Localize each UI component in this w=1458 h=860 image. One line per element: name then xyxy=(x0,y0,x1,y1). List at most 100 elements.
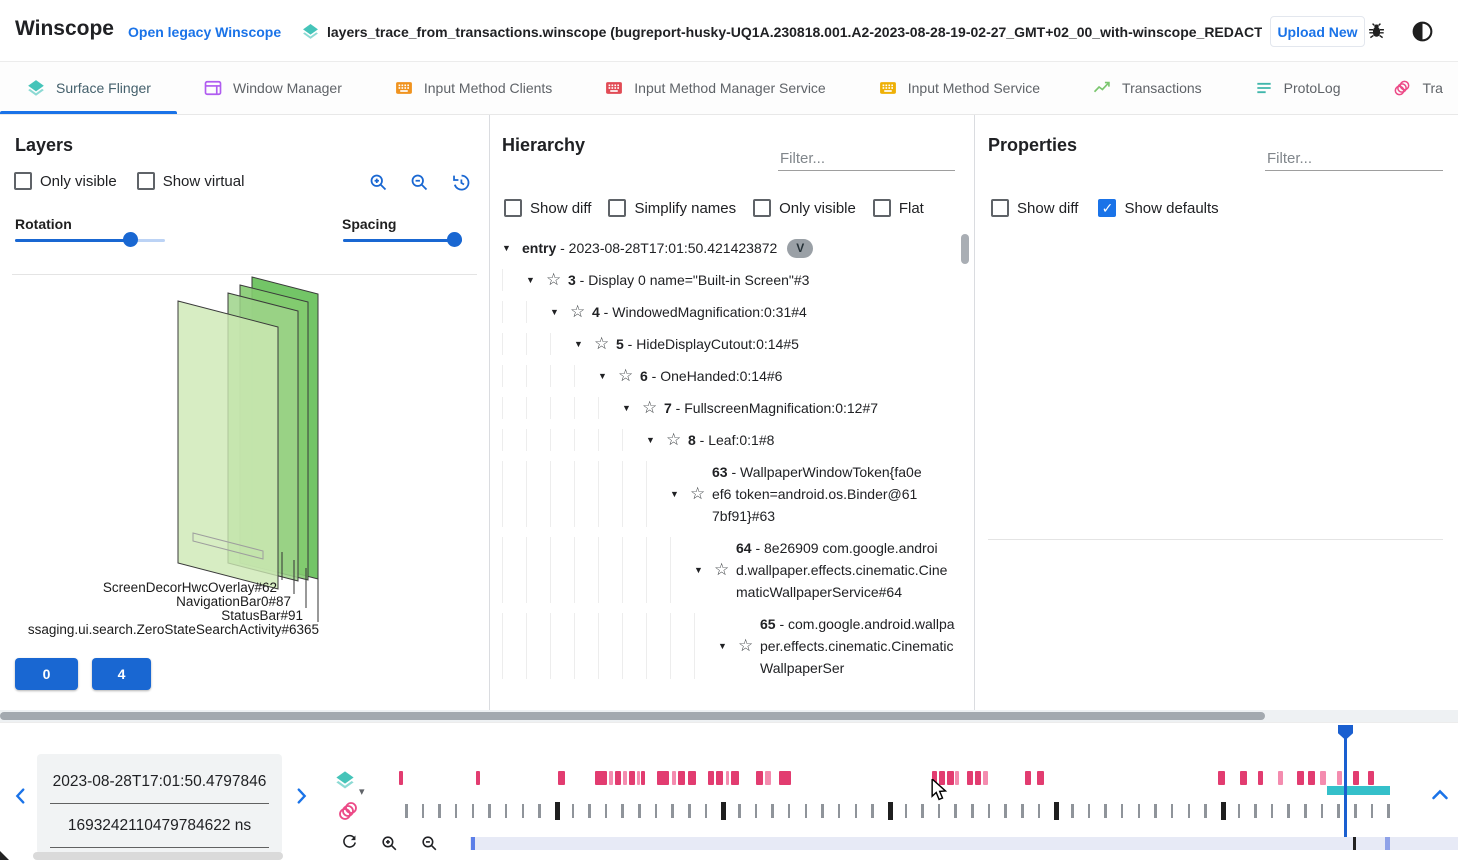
caret-down-icon[interactable]: ▾ xyxy=(359,786,365,798)
expand-arrow-icon[interactable]: ▼ xyxy=(646,435,655,445)
tree-node-63[interactable]: ▼ ☆ 63 - WallpaperWindowToken{fa0eef6 toke… xyxy=(502,456,956,532)
tree-node-entry[interactable]: ▼ entry - 2023-08-28T17:01:50.421423872 V xyxy=(502,232,956,264)
tree-node-8[interactable]: ▼ ☆ 8 - Leaf:0:1#8 xyxy=(502,424,956,456)
checkbox-show-virtual[interactable]: Show virtual xyxy=(136,172,244,190)
star-icon[interactable]: ☆ xyxy=(618,366,634,385)
ns-time-field[interactable]: 1693242110479784622 ns xyxy=(50,804,269,848)
star-icon[interactable]: ☆ xyxy=(714,560,730,579)
star-icon[interactable]: ☆ xyxy=(738,636,754,655)
transaction-mark xyxy=(1297,771,1304,785)
upload-new-button[interactable]: Upload New xyxy=(1270,16,1365,47)
checkbox-simplify-names[interactable]: Simplify names xyxy=(608,199,736,217)
star-icon[interactable]: ☆ xyxy=(570,302,586,321)
layers-icon[interactable] xyxy=(334,769,356,796)
tab-window-manager[interactable]: Window Manager xyxy=(177,62,368,114)
checkbox-box[interactable] xyxy=(991,199,1009,217)
zoom-in-icon[interactable] xyxy=(380,834,399,853)
zoom-out-icon[interactable] xyxy=(420,834,439,858)
expand-arrow-icon[interactable]: ▼ xyxy=(550,307,559,317)
expand-arrow-icon[interactable]: ▼ xyxy=(574,339,583,349)
expand-arrow-icon[interactable]: ▼ xyxy=(718,641,727,651)
open-legacy-link[interactable]: Open legacy Winscope xyxy=(128,24,282,40)
star-icon[interactable]: ☆ xyxy=(594,334,610,353)
cursor-handle[interactable] xyxy=(1338,725,1353,740)
tree-node-6[interactable]: ▼ ☆ 6 - OneHanded:0:14#6 xyxy=(502,360,956,392)
layers-icon[interactable] xyxy=(334,769,356,791)
zoom-in-icon[interactable] xyxy=(380,834,399,858)
checkbox-box[interactable] xyxy=(504,199,522,217)
tab-label: Surface Flinger xyxy=(56,80,151,96)
selection-range[interactable] xyxy=(1327,786,1390,795)
circles-icon[interactable] xyxy=(336,799,360,823)
tree-node-4[interactable]: ▼ ☆ 4 - WindowedMagnification:0:31#4 xyxy=(502,296,956,328)
checkbox-show-diff[interactable]: Show diff xyxy=(504,199,591,217)
star-icon[interactable]: ☆ xyxy=(666,430,682,449)
expand-arrow-icon[interactable]: ▼ xyxy=(502,243,511,253)
tree-node-3[interactable]: ▼ ☆ 3 - Display 0 name="Built-in Screen"#3 xyxy=(502,264,956,296)
display-button-0[interactable]: 0 xyxy=(15,658,78,690)
tree-node-65[interactable]: ▼ ☆ 65 - com.google.android.wallpaper.effe… xyxy=(502,608,956,684)
chevron-left-icon[interactable] xyxy=(10,785,32,807)
star-icon[interactable]: ☆ xyxy=(690,484,706,503)
star-icon[interactable]: ☆ xyxy=(546,270,562,289)
tree-node-5[interactable]: ▼ ☆ 5 - HideDisplayCutout:0:14#5 xyxy=(502,328,956,360)
checkbox-box[interactable] xyxy=(753,199,772,217)
bug-report-icon[interactable] xyxy=(1366,21,1387,47)
chevron-up-icon[interactable] xyxy=(1428,783,1452,812)
zoom-in-icon[interactable] xyxy=(368,172,389,193)
tab-transactions[interactable]: Transactions xyxy=(1066,62,1228,114)
expand-arrow-icon[interactable]: ▼ xyxy=(526,275,535,285)
hierarchy-filter-input[interactable] xyxy=(778,147,955,171)
checkbox-box[interactable]: ✓ xyxy=(1098,199,1117,217)
spacing-label: Spacing xyxy=(342,216,397,232)
slider-thumb[interactable] xyxy=(123,232,138,247)
tab-surface-flinger[interactable]: Surface Flinger xyxy=(0,62,177,114)
tab-protolog[interactable]: ProtoLog xyxy=(1228,62,1367,114)
expand-arrow-icon[interactable]: ▼ xyxy=(622,403,631,413)
star-icon[interactable]: ☆ xyxy=(642,398,658,417)
refresh-icon[interactable] xyxy=(340,833,359,852)
spacing-slider[interactable] xyxy=(343,232,462,248)
rotation-slider[interactable] xyxy=(15,232,165,248)
checkbox-box[interactable] xyxy=(14,172,32,190)
checkbox-show-defaults[interactable]: ✓ Show defaults xyxy=(1098,199,1219,217)
checkbox-only-visible[interactable]: Only visible xyxy=(14,172,117,190)
history-icon[interactable] xyxy=(450,172,471,193)
checkbox-box[interactable] xyxy=(136,172,155,190)
checkbox-only-visible[interactable]: Only visible xyxy=(753,199,856,217)
timeline-minimap[interactable] xyxy=(470,837,1458,850)
ruler-tick xyxy=(971,804,974,818)
zoom-out-icon[interactable] xyxy=(409,172,430,193)
tab-tra[interactable]: Tra xyxy=(1366,62,1458,114)
expand-arrow-icon[interactable]: ▼ xyxy=(598,371,607,381)
tab-input-method-manager-service[interactable]: Input Method Manager Service xyxy=(578,62,851,114)
timeline-cursor[interactable] xyxy=(1338,725,1353,843)
scrollbar-thumb[interactable] xyxy=(0,712,1265,720)
display-button-4[interactable]: 4 xyxy=(92,658,151,690)
expand-arrow-icon[interactable]: ▼ xyxy=(694,565,703,575)
chevron-left-icon[interactable] xyxy=(10,785,32,812)
chevron-right-icon[interactable] xyxy=(290,785,312,812)
tree-node-64[interactable]: ▼ ☆ 64 - 8e26909 com.google.android.wallpa… xyxy=(502,532,956,608)
dark-mode-icon[interactable] xyxy=(1410,19,1435,49)
expand-arrow-icon[interactable]: ▼ xyxy=(670,489,679,499)
tab-input-method-service[interactable]: Input Method Service xyxy=(852,62,1066,114)
slider-thumb[interactable] xyxy=(447,232,462,247)
zoom-out-icon[interactable] xyxy=(420,834,439,853)
tree-node-7[interactable]: ▼ ☆ 7 - FullscreenMagnification:0:12#7 xyxy=(502,392,956,424)
transaction-mark xyxy=(1218,771,1225,785)
transitions-icon[interactable] xyxy=(336,799,360,828)
hierarchy-scrollbar[interactable] xyxy=(961,234,969,264)
transaction-mark xyxy=(1037,771,1044,785)
checkbox-box[interactable] xyxy=(608,199,627,217)
layers-3d-view[interactable] xyxy=(0,275,490,647)
tab-input-method-clients[interactable]: Input Method Clients xyxy=(368,62,578,114)
properties-filter-input[interactable] xyxy=(1265,147,1443,171)
chevron-right-icon[interactable] xyxy=(290,785,312,807)
chevron-up-icon[interactable] xyxy=(1428,783,1452,807)
human-time-field[interactable]: 2023-08-28T17:01:50.4797846 xyxy=(50,760,269,804)
checkbox-show-diff[interactable]: Show diff xyxy=(991,199,1078,217)
refresh-icon[interactable] xyxy=(340,833,359,857)
checkbox-flat[interactable]: Flat xyxy=(872,199,924,217)
checkbox-box[interactable] xyxy=(872,199,891,217)
